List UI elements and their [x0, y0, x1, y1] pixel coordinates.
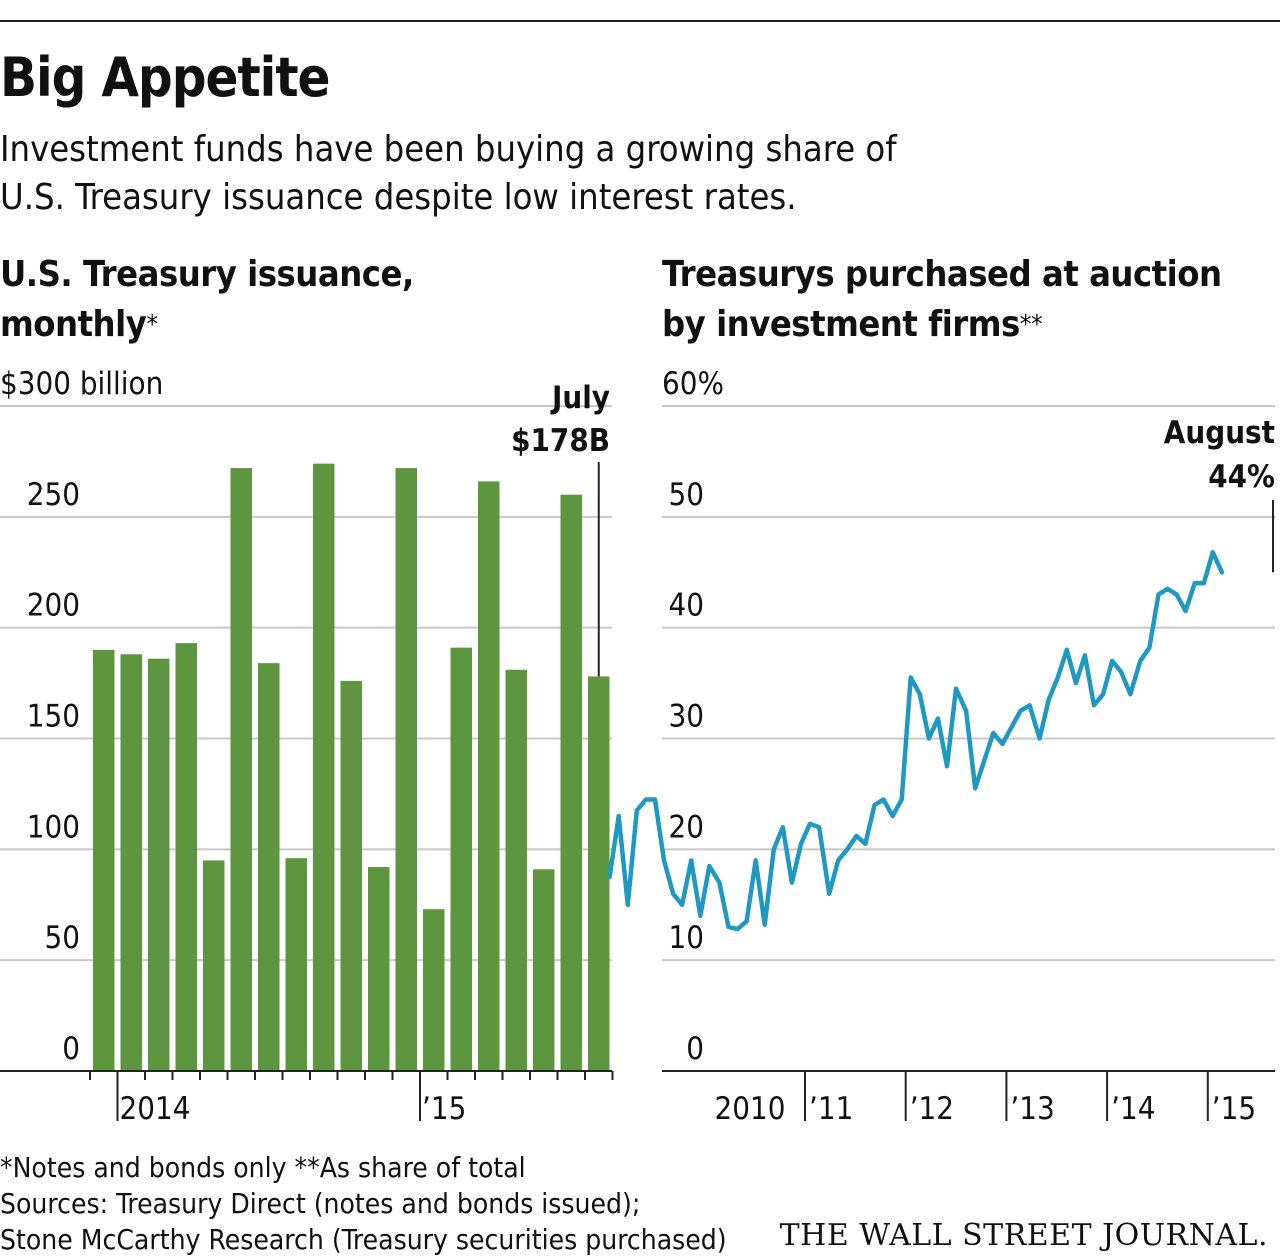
bar-6 [258, 663, 280, 1071]
line-chart-title: Treasurys purchased at auction by invest… [662, 250, 1222, 350]
line-ytick-label: 30 [669, 699, 704, 735]
dek: Investment funds have been buying a grow… [0, 126, 897, 222]
bar-10 [368, 867, 390, 1071]
bar-ytick-label: 100 [27, 809, 80, 845]
bar-chart-title-line-1: U.S. Treasury issuance, [0, 254, 414, 295]
line-annotation-line-2: 44% [1208, 459, 1275, 495]
line-chart: 60% 0 10 20 30 40 50 2010 ’11 ’12 ’13 ’14 ’15 August… [607, 366, 1275, 1127]
bar-11 [395, 468, 417, 1072]
bar-8 [313, 463, 335, 1072]
line-chart-title-note: ** [1019, 310, 1043, 340]
line-chart-title-line-2: by investment firms [662, 304, 1020, 345]
bar-7 [285, 858, 307, 1071]
bar-15 [505, 669, 527, 1071]
bar-xtick-label: ’15 [422, 1091, 466, 1127]
line-unit-label: 60% [662, 366, 724, 402]
bar-3 [175, 643, 197, 1071]
bar-chart: $300 billion 0 50 100 150 200 250 2014 ’15 July $… [0, 366, 614, 1127]
line-xtick-label: ’14 [1111, 1091, 1155, 1127]
bar-ytick-label: 0 [62, 1031, 80, 1067]
line-ytick-label: 0 [686, 1031, 704, 1067]
line-annotation-line-1: August [1164, 415, 1275, 451]
bar-0 [93, 649, 115, 1071]
bar-ytick-label: 50 [45, 920, 80, 956]
line-xtick-label: ’11 [809, 1091, 853, 1127]
bar-9 [340, 680, 362, 1071]
line-ytick-label: 20 [669, 809, 704, 845]
bar-1 [120, 654, 142, 1071]
line-xtick-label: ’12 [910, 1091, 954, 1127]
line-ytick-label: 10 [669, 920, 704, 956]
footer-note: *Notes and bonds only **As share of tota… [0, 1151, 526, 1184]
line-xtick-label: ’13 [1010, 1091, 1054, 1127]
bar-5 [230, 468, 252, 1072]
line-chart-title-line-1: Treasurys purchased at auction [662, 254, 1222, 295]
dek-line-1: Investment funds have been buying a grow… [0, 129, 897, 170]
bar-ytick-label: 150 [27, 699, 80, 735]
bar-ytick-label: 250 [27, 477, 80, 513]
wsj-logo: THE WALL STREET JOURNAL. [779, 1218, 1268, 1253]
bar-unit-label: $300 billion [0, 366, 163, 402]
line-series-investment-firms [607, 550, 1225, 932]
bar-annotation-line-1: July [550, 380, 610, 416]
line-xtick-label: ’15 [1212, 1091, 1256, 1127]
bar-4 [203, 860, 225, 1071]
headline: Big Appetite [0, 46, 331, 109]
footer-notes: *Notes and bonds only **As share of tota… [0, 1150, 727, 1258]
bar-14 [478, 481, 500, 1071]
bar-chart-title: U.S. Treasury issuance, monthly* [0, 250, 414, 350]
bar-chart-title-line-2: monthly [0, 304, 147, 345]
bar-18 [588, 676, 610, 1071]
bar-17 [560, 494, 582, 1072]
bar-13 [450, 647, 472, 1071]
dek-line-2: U.S. Treasury issuance despite low inter… [0, 177, 797, 218]
bar-12 [423, 909, 445, 1071]
footer-sources-2: Stone McCarthy Research (Treasury securi… [0, 1223, 727, 1256]
line-ytick-label: 40 [669, 588, 704, 624]
bar-annotation-line-2: $178B [511, 423, 610, 459]
footer-sources-1: Sources: Treasury Direct (notes and bond… [0, 1187, 641, 1220]
line-xtick-label: 2010 [715, 1091, 786, 1127]
bar-2 [148, 658, 170, 1071]
bar-16 [533, 869, 555, 1071]
bar-ytick-label: 200 [27, 588, 80, 624]
top-rule [0, 20, 1280, 22]
bar-xtick-label: 2014 [120, 1091, 191, 1127]
line-ytick-label: 50 [669, 477, 704, 513]
bar-chart-title-note: * [146, 310, 158, 340]
